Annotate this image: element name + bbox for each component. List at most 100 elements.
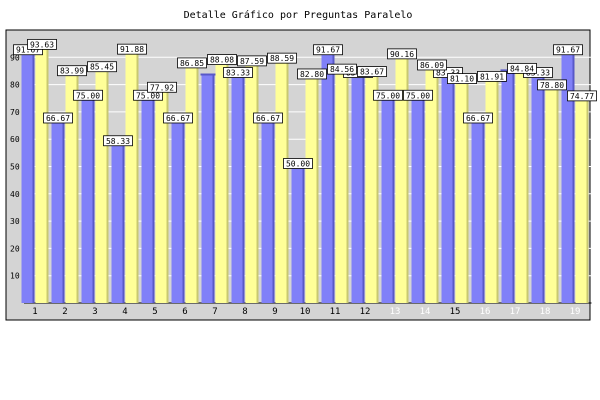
data-label-text: 83.33 <box>436 69 460 78</box>
data-label-text: 84.56 <box>330 65 354 74</box>
data-label: 75.00 <box>73 89 103 101</box>
data-label: 85.45 <box>87 61 117 73</box>
data-label-text: 88.59 <box>270 54 294 63</box>
data-label: 87.59 <box>237 55 267 67</box>
data-label: 50.00 <box>283 158 313 169</box>
bar-shade <box>572 52 575 303</box>
bar <box>111 143 125 303</box>
bar <box>291 166 305 303</box>
data-label: 84.84 <box>507 62 537 74</box>
data-label-text: 91.67 <box>556 46 580 55</box>
x-tick-label: 9 <box>272 307 277 317</box>
bar-shade <box>422 98 425 303</box>
bar <box>515 71 529 303</box>
bar <box>305 76 319 304</box>
data-label: 75.00 <box>403 89 433 101</box>
bar-shade <box>46 47 49 303</box>
bar-shade <box>362 75 365 304</box>
data-label: 91.67 <box>553 44 583 56</box>
x-tick-label: 15 <box>450 307 461 317</box>
bar-shade <box>482 120 485 303</box>
data-label-text: 77.92 <box>150 83 174 92</box>
data-label: 66.67 <box>253 112 283 124</box>
y-tick-label: 40 <box>10 190 20 199</box>
data-label-box <box>327 63 357 75</box>
data-label-box <box>207 54 237 65</box>
bar-shade <box>196 65 199 303</box>
bar <box>321 52 335 303</box>
bar-shade <box>496 79 499 303</box>
data-label-box <box>147 81 177 93</box>
bar <box>455 81 469 303</box>
bar <box>215 62 229 304</box>
data-label-text: 75.00 <box>406 91 430 100</box>
data-label-box <box>163 112 193 124</box>
x-axis-ticks: 1 2 3 4 5 6 7 8 9 10 11 12 13 14 15 16 17 18 19 <box>32 307 580 317</box>
bar-shade <box>556 87 559 303</box>
data-label-box <box>417 59 447 71</box>
bar-shade <box>346 72 349 303</box>
bar <box>441 75 455 304</box>
data-label-box <box>463 112 493 124</box>
bar <box>81 98 95 303</box>
data-label-text: 91.88 <box>120 45 144 54</box>
data-label-box <box>223 67 253 78</box>
bar-shade <box>32 52 35 303</box>
data-label-box <box>537 79 567 91</box>
bar-shade <box>152 98 155 303</box>
data-label: 66.67 <box>163 112 193 124</box>
data-label-box <box>297 68 327 80</box>
data-label: 81.10 <box>447 73 477 84</box>
data-label: 88.59 <box>267 52 297 64</box>
bar-shade <box>332 52 335 303</box>
data-label-text: 66.67 <box>46 114 70 123</box>
data-label-text: 83.67 <box>360 68 384 77</box>
data-label: 81.91 <box>477 70 507 82</box>
bar <box>51 120 65 303</box>
data-label: 58.33 <box>103 135 133 147</box>
bar <box>171 120 185 303</box>
data-label-text: 87.59 <box>240 57 264 66</box>
data-label: 86.85 <box>177 57 207 69</box>
data-label-box <box>313 44 343 56</box>
data-label-text: 93.63 <box>30 40 54 49</box>
bar <box>185 65 199 303</box>
x-tick-label: 2 <box>62 307 67 317</box>
bar-shade <box>136 52 139 303</box>
data-labels: 91.67 66.67 75.00 58.33 75.00 66.67 83.33 66.67… <box>13 38 597 169</box>
x-tick-label: 19 <box>570 307 581 317</box>
bar-shade <box>212 75 215 304</box>
bar <box>95 69 109 303</box>
data-label-text: 58.33 <box>106 137 130 146</box>
data-label-box <box>103 135 133 147</box>
y-tick-label: 50 <box>10 163 20 172</box>
bar-shade <box>316 76 319 304</box>
data-label-text: 85.45 <box>90 63 114 72</box>
bar-shade <box>182 120 185 303</box>
data-label-box <box>117 43 147 55</box>
bar-shade <box>122 143 125 303</box>
x-tick-label: 13 <box>390 307 401 317</box>
bar-shade <box>302 166 305 303</box>
data-label: 83.67 <box>357 66 387 77</box>
data-label-text: 91.67 <box>316 46 340 55</box>
data-label-text: 84.84 <box>510 64 534 73</box>
data-label: 75.00 <box>373 89 403 101</box>
data-label: 83.33 <box>223 67 253 78</box>
data-label-box <box>57 65 87 77</box>
data-label-text: 86.09 <box>420 61 444 70</box>
data-label: 74.77 <box>567 90 597 102</box>
x-tick-label: 5 <box>152 307 157 317</box>
bar <box>411 98 425 303</box>
data-label-text: 90.16 <box>390 50 414 59</box>
y-tick-label: 70 <box>10 108 20 117</box>
bars <box>20 45 590 304</box>
bar-shade <box>242 75 245 304</box>
y-tick-label: 20 <box>10 244 20 253</box>
bar <box>245 63 259 303</box>
x-tick-label: 1 <box>32 307 37 317</box>
bar <box>561 52 575 303</box>
bar <box>351 75 365 304</box>
data-label: 88.08 <box>207 54 237 65</box>
bar-shade <box>286 61 289 304</box>
